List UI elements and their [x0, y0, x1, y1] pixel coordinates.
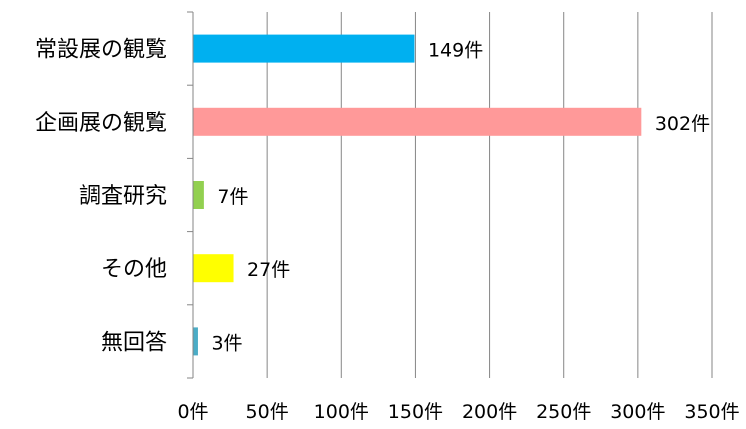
x-tick-label: 250件 — [536, 401, 591, 423]
data-label: 27件 — [247, 259, 290, 281]
category-label: 常設展の観覧 — [35, 38, 167, 63]
data-label: 302件 — [655, 113, 710, 135]
category-label: 企画展の観覧 — [35, 111, 167, 136]
bar-3 — [193, 254, 234, 283]
x-tick-label: 100件 — [314, 401, 369, 423]
category-label: 調査研究 — [79, 184, 167, 209]
category-label: その他 — [101, 257, 167, 282]
data-label: 149件 — [428, 40, 483, 62]
x-tick-label: 200件 — [462, 401, 517, 423]
x-tick-label: 50件 — [246, 401, 289, 423]
bar-0 — [193, 34, 415, 63]
data-label: 7件 — [217, 186, 248, 208]
x-tick-label: 300件 — [610, 401, 665, 423]
x-tick-label: 350件 — [684, 401, 739, 423]
x-tick-label: 0件 — [177, 401, 208, 423]
data-label: 3件 — [211, 332, 242, 354]
x-tick-label: 150件 — [388, 401, 443, 423]
bar-4 — [193, 327, 198, 356]
category-label: 無回答 — [101, 330, 167, 355]
bar-1 — [193, 107, 642, 136]
bar-2 — [193, 181, 204, 209]
